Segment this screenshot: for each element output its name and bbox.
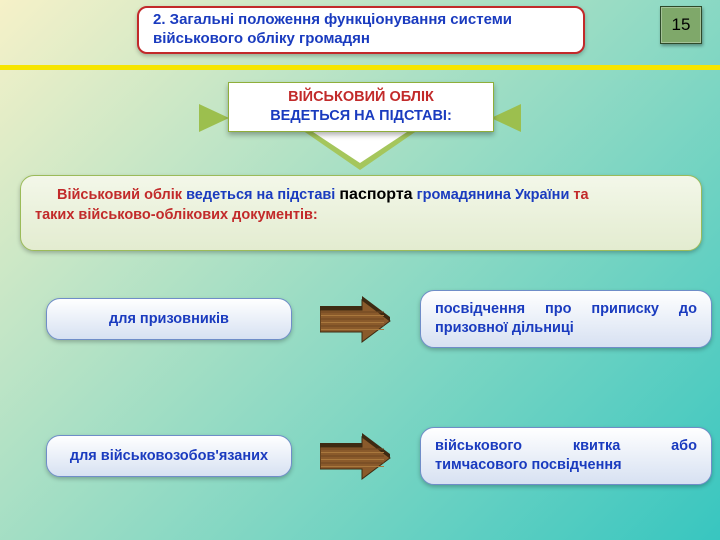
intro-paragraph: Військовий облік ведеться на підставі па… [20, 175, 702, 251]
intro-mid2: громадянина України [417, 187, 574, 203]
subhead-line2: ВЕДЕТЬСЯ НА ПІДСТАВІ: [270, 107, 452, 126]
divider [0, 65, 720, 70]
subhead-pointer-left [199, 104, 229, 132]
subhead-line1: ВІЙСЬКОВИЙ ОБЛІК [288, 88, 434, 107]
arrow-icon [320, 293, 394, 348]
page-number-text: 15 [672, 15, 691, 34]
document-pill-1: військового квитка або тимчасового посві… [420, 427, 712, 485]
category-pill-1: для військовозобов'язаних [46, 435, 292, 477]
document-pill-0: посвідчення про приписку до призовної ді… [420, 290, 712, 348]
subhead-box: ВІЙСЬКОВИЙ ОБЛІК ВЕДЕТЬСЯ НА ПІДСТАВІ: [228, 82, 494, 132]
category-pill-0: для призовників [46, 298, 292, 340]
arrow-icon [320, 430, 394, 485]
intro-tail2: таких військово-облікових документів: [35, 207, 318, 223]
intro-tail1: та [573, 187, 588, 203]
section-title: 2. Загальні положення функціонування сис… [137, 6, 585, 54]
intro-pre: Військовий облік [57, 187, 182, 203]
section-title-text: 2. Загальні положення функціонування сис… [153, 11, 569, 49]
subhead-funnel [302, 130, 418, 170]
intro-bold: паспорта [339, 186, 412, 203]
page-number: 15 [660, 6, 702, 44]
intro-mid1: ведеться на підставі [186, 187, 339, 203]
subhead-pointer-right [491, 104, 521, 132]
